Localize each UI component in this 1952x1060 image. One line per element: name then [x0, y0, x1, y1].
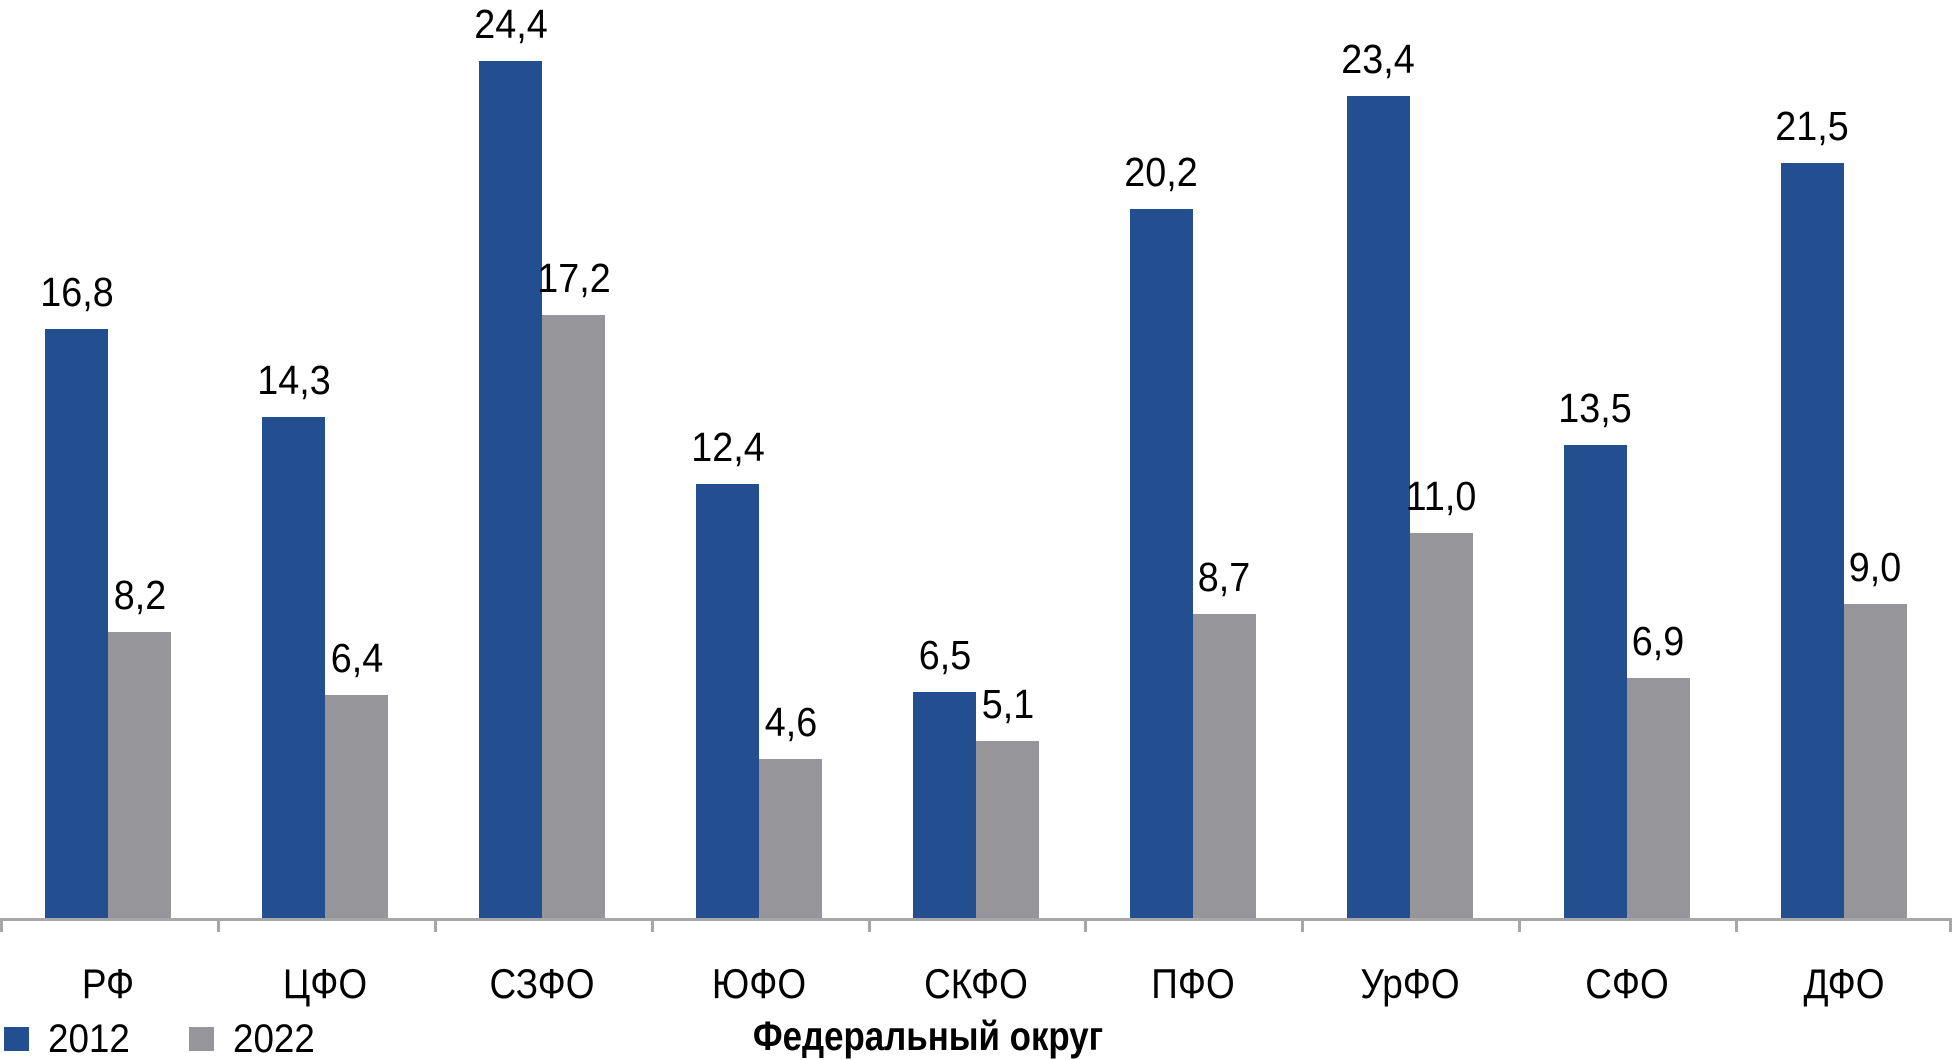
legend-item-2012: 2012 — [4, 1019, 137, 1059]
bar-2022 — [1627, 678, 1690, 921]
axis-tick — [868, 918, 871, 932]
bar-2012 — [913, 692, 976, 921]
bar-2022 — [325, 695, 388, 921]
bar-2022 — [759, 759, 822, 921]
x-axis-title: Федеральный округ — [752, 1013, 1104, 1059]
bar-2012 — [45, 329, 108, 921]
value-label-2012: 14,3 — [257, 357, 331, 403]
value-label-2022: 9,0 — [1848, 544, 1902, 590]
category-label-ЦФО: ЦФО — [283, 960, 368, 1007]
value-label-2012: 13,5 — [1558, 385, 1632, 431]
bar-2022 — [976, 741, 1039, 921]
value-label-2012: 12,4 — [691, 424, 765, 470]
value-label-2022: 6,4 — [330, 635, 384, 681]
axis-tick — [1301, 918, 1304, 932]
value-label-2012: 20,2 — [1124, 149, 1198, 195]
axis-tick — [1949, 918, 1952, 932]
legend-swatch-2022-icon — [188, 1027, 214, 1051]
axis-tick — [1735, 918, 1738, 932]
bar-2012 — [262, 417, 325, 921]
legend-label-2022: 2022 — [232, 1017, 315, 1060]
bar-2022 — [1844, 604, 1907, 921]
category-label-СКФО: СКФО — [924, 960, 1028, 1007]
legend-item-2022: 2022 — [188, 1017, 322, 1060]
axis-tick — [1084, 918, 1087, 932]
category-label-РФ: РФ — [82, 960, 135, 1007]
bar-2012 — [479, 61, 542, 921]
bar-2012 — [696, 484, 759, 921]
axis-tick — [434, 918, 437, 932]
bar-2022 — [1410, 533, 1473, 921]
value-label-2012: 24,4 — [474, 1, 548, 47]
category-label-СФО: СФО — [1584, 960, 1669, 1007]
value-label-2012: 16,8 — [40, 269, 114, 315]
value-label-2022: 17,2 — [537, 255, 611, 301]
value-label-2012: 6,5 — [918, 632, 972, 678]
axis-tick — [1518, 918, 1521, 932]
bar-2012 — [1781, 163, 1844, 921]
bar-2022 — [1193, 614, 1256, 921]
category-label-ЮФО: ЮФО — [712, 960, 807, 1007]
x-axis-line — [0, 918, 1952, 921]
axis-tick — [0, 918, 3, 932]
value-label-2022: 6,9 — [1631, 618, 1685, 664]
value-label-2022: 8,7 — [1197, 554, 1251, 600]
axis-tick — [651, 918, 654, 932]
legend-label-2012: 2012 — [48, 1017, 130, 1060]
bar-2012 — [1564, 445, 1627, 921]
legend: 2012 2022 — [4, 1019, 322, 1059]
axis-tick — [217, 918, 220, 932]
value-label-2022: 8,2 — [113, 572, 167, 618]
value-label-2012: 23,4 — [1341, 36, 1415, 82]
bar-2022 — [542, 315, 605, 921]
bar-2012 — [1347, 96, 1410, 921]
category-label-УрФО: УрФО — [1360, 960, 1460, 1007]
category-label-СЗФО: СЗФО — [489, 960, 595, 1007]
value-label-2022: 11,0 — [1405, 473, 1477, 519]
value-label-2022: 4,6 — [764, 699, 818, 745]
bar-2012 — [1130, 209, 1193, 921]
bar-2022 — [108, 632, 171, 921]
category-label-ДФО: ДФО — [1803, 960, 1885, 1007]
value-label-2012: 21,5 — [1775, 103, 1849, 149]
legend-swatch-2012-icon — [4, 1027, 29, 1051]
category-label-ПФО: ПФО — [1151, 960, 1235, 1007]
value-label-2022: 5,1 — [981, 681, 1035, 727]
